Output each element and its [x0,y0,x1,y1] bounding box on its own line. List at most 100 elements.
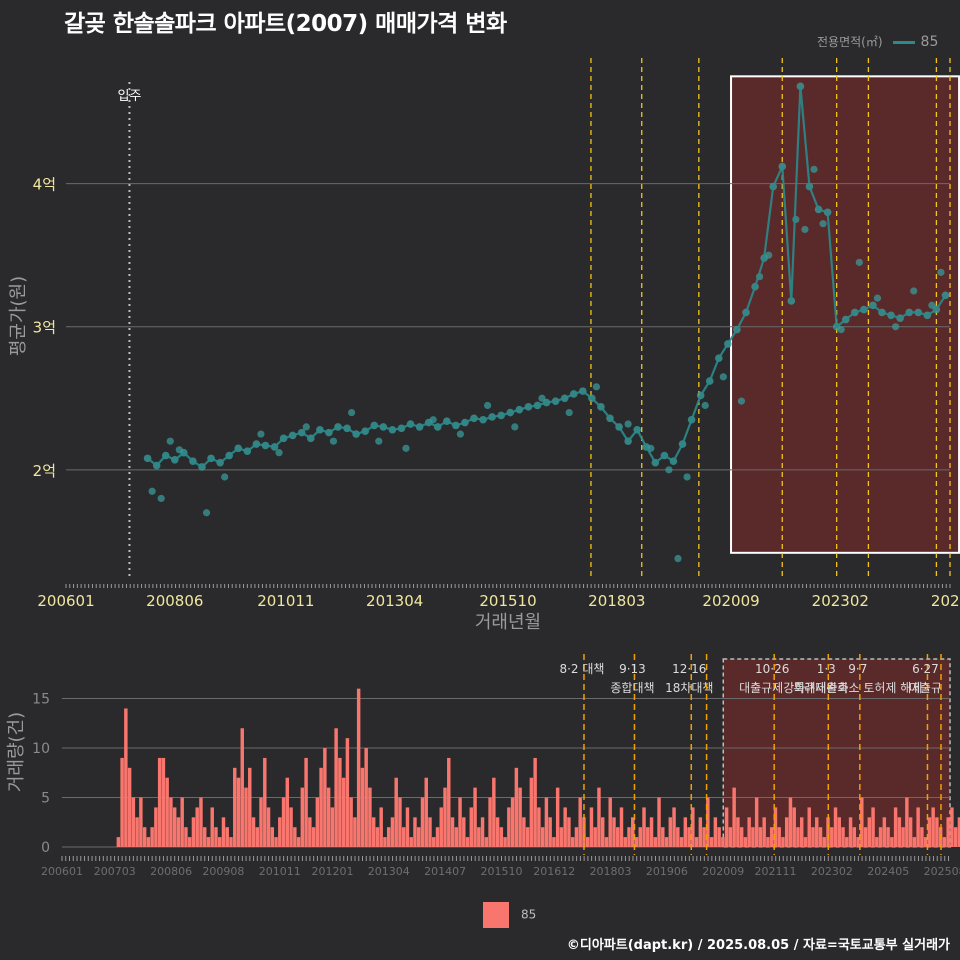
volume-bar [417,827,421,847]
volume-bar [683,817,688,847]
x-tick-label: 201407 [424,865,466,878]
volume-bar [529,777,534,847]
volume-bar [187,837,192,847]
volume-bar [604,837,609,847]
volume-bar [330,807,335,847]
policy-label: 12·16 [672,662,706,676]
volume-bar [364,748,368,847]
volume-bar [405,807,410,847]
volume-bar [296,837,301,847]
y-tick-label: 2억 [33,462,56,480]
volume-bar [462,817,466,847]
volume-bar [495,817,500,847]
x-tick-label: 201201 [311,865,353,878]
volume-bar [458,797,462,847]
x-tick-label: 202009 [702,865,744,878]
volume-bar [217,837,222,847]
volume-bar [289,807,293,847]
volume-bar [687,827,691,847]
scatter-point [592,383,601,391]
volume-bar [210,807,214,847]
volume-bar [349,797,353,847]
volume-bar [732,787,736,847]
volume-bar [454,827,459,847]
volume-bar [920,827,924,847]
volume-bar [345,738,350,847]
volume-bar [950,807,954,847]
x-tick-label: 201011 [257,592,314,610]
volume-bar [664,837,669,847]
x-tick-label: 202009 [702,592,759,610]
volume-bar [450,817,455,847]
x-tick-label: 202405 [867,865,909,878]
y-axis-title: 평균가(원) [8,276,29,356]
scatter-point [166,437,174,445]
volume-bar [788,797,793,847]
volume-bar [304,757,308,847]
volume-bar [593,827,597,847]
volume-bar [127,767,132,847]
volume-bar [668,817,673,847]
volume-chart: 0 5 10 15 8·2 대책 9·13 종합대책 12·16 18차대책 10·26 대출규제강… [6,654,960,878]
volume-bar [585,837,590,847]
volume-bar [435,827,440,847]
x-tick-label: 201612 [533,865,575,878]
x-tick-label: 2025 [931,592,960,610]
volume-bar [698,817,703,847]
volume-bar [488,797,492,847]
volume-bar [503,837,507,847]
volume-bar [323,748,327,847]
policy-sub-label: 18차대책 [665,680,713,695]
policy-sub-label: 종합대책 [610,680,654,695]
volume-bar [285,777,290,847]
scatter-point [375,437,383,445]
scatter-point [892,323,900,331]
volume-bar [867,817,872,847]
volume-bar [631,817,635,847]
volume-bar [661,827,665,847]
x-tick-label: 200703 [94,865,136,878]
x-tick-label: 200601 [41,865,83,878]
volume-bar [413,817,417,847]
scatter-point [484,401,492,410]
volume-bar [822,837,826,847]
volume-bar [702,827,706,847]
volume-bar [439,807,443,847]
volume-bar [676,827,680,847]
volume-bar [923,837,928,847]
volume-bar [672,807,676,847]
x-tick-label: 201906 [646,865,688,878]
scatter-point [275,449,283,457]
scatter-point [873,294,882,302]
volume-bar [154,807,158,847]
scatter-point [810,165,818,173]
volume-bar [777,827,781,847]
volume-bar [811,827,815,847]
volume-bar [897,817,902,847]
volume-bar [150,827,154,847]
scatter-point [683,473,691,481]
volume-bar [484,837,489,847]
policy-sub-label: 규제완화 [804,681,848,695]
y-tick-label: 5 [41,791,50,807]
volume-bar [311,827,316,847]
x-tick-label: 201510 [480,865,522,878]
chart-title: 갈곶 한솔솔파크 아파트(2007) 매매가격 변화 [64,11,507,37]
volume-bar [255,827,260,847]
volume-bar [747,817,751,847]
volume-bar [146,837,151,847]
volume-bar [338,757,342,847]
scatter-point [674,554,682,563]
volume-bar [142,827,147,847]
volume-bar [443,787,447,847]
volume-bar [837,817,842,847]
volume-bar [803,837,808,847]
volume-bar [912,837,917,847]
x-tick-label: 202111 [755,865,797,878]
volume-bar [236,777,241,847]
volume-bar [379,807,383,847]
volume-bar [931,807,935,847]
volume-bar [578,797,582,847]
volume-bar [293,827,297,847]
volume-bar [935,817,939,847]
